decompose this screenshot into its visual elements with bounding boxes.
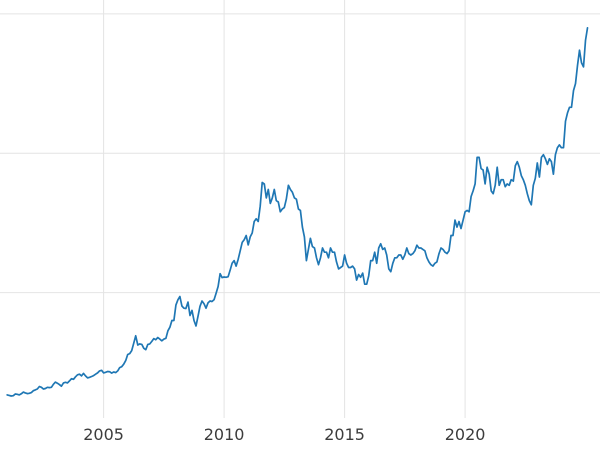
x-tick-label: 2005 (83, 425, 124, 444)
x-tick-label: 2010 (204, 425, 245, 444)
x-tick-label: 2020 (445, 425, 486, 444)
price-line (6, 27, 589, 397)
x-tick-label: 2015 (324, 425, 365, 444)
